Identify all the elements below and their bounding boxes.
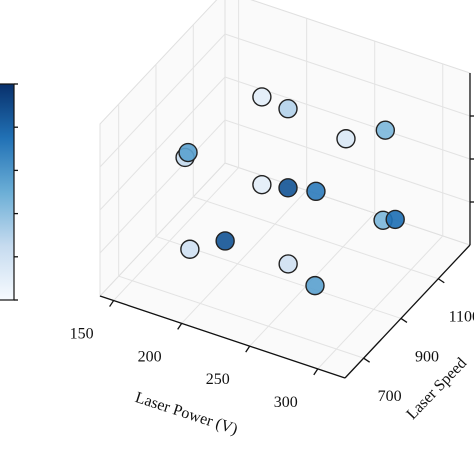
point (278, 99, 298, 119)
grid-line (118, 275, 364, 359)
point (336, 129, 356, 149)
grid-line (224, 119, 471, 203)
axes: 150 200 250 300 700 900 1100 (0, 73, 474, 411)
grid-line (193, 196, 439, 280)
point (278, 254, 298, 274)
x-tick-label: 200 (138, 348, 162, 365)
x-tick-label: 150 (70, 326, 94, 343)
y-tick (363, 357, 371, 363)
x-tick (177, 322, 183, 330)
grid-line (224, 33, 471, 117)
point (215, 231, 235, 251)
grid-line (317, 235, 444, 370)
grid-line (99, 76, 226, 211)
grid-line (99, 33, 226, 168)
grid-line (181, 189, 308, 324)
x-axis-line (99, 295, 346, 379)
y-tick-label: 1100 (449, 309, 474, 326)
point (180, 239, 200, 259)
x-tick-label: 300 (274, 394, 298, 411)
y-tick (437, 278, 445, 284)
point (375, 120, 396, 140)
y-axis-line (344, 244, 471, 379)
grid-line (113, 167, 239, 301)
point (306, 181, 326, 202)
point (385, 209, 405, 230)
x-tick (245, 345, 251, 353)
grid-line (99, 119, 226, 254)
x-tick (109, 300, 115, 307)
point (178, 142, 198, 163)
point (305, 275, 325, 296)
x-axis-label: Laser Power (V) (133, 389, 240, 438)
y-tick (400, 317, 408, 323)
points (175, 87, 405, 296)
point (252, 174, 272, 195)
point (278, 178, 298, 198)
y-tick-label: 700 (378, 388, 402, 405)
point (252, 87, 272, 107)
colorbar (0, 83, 15, 301)
y-tick-label: 900 (415, 348, 439, 365)
x-tick (313, 368, 319, 376)
x-tick-label: 250 (206, 371, 230, 388)
